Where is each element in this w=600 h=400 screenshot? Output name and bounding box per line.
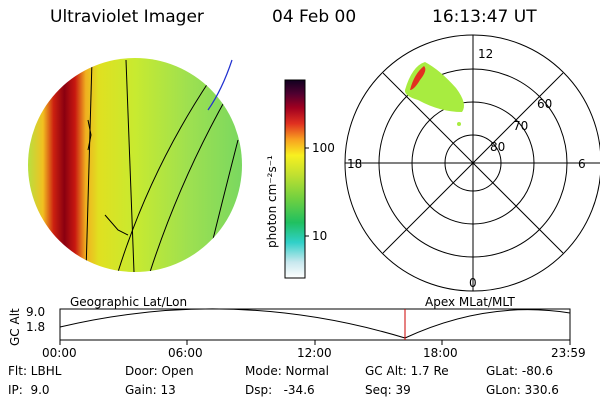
- timeline-x-tick: 23:59: [551, 346, 586, 360]
- mlt-label-12: 12: [478, 47, 494, 61]
- mlt-label-0: 0: [469, 276, 477, 290]
- mlt-label-18: 18: [347, 157, 363, 171]
- uv-image-disk: [28, 58, 242, 272]
- mlat-label-80: 80: [490, 140, 506, 154]
- status-dsp: Dsp: -34.6: [245, 383, 315, 397]
- polar-plot: [344, 34, 600, 292]
- timeline-y-tick: 1.8: [26, 320, 46, 334]
- timeline-axis-title: GC Alt: [8, 308, 22, 346]
- colorbar-tick-label: 10: [312, 229, 328, 243]
- status-mode: Mode: Normal: [245, 364, 329, 378]
- colorbar-unit-label: photon cm⁻²s⁻¹: [265, 155, 279, 248]
- status-glon: GLon: 330.6: [486, 383, 559, 397]
- coastline: [87, 119, 92, 151]
- status-filter: Flt: LBHL: [8, 364, 62, 378]
- instrument-title: Ultraviolet Imager: [50, 7, 204, 27]
- status-gain: Gain: 13: [125, 383, 176, 397]
- altitude-curve: [59, 308, 571, 339]
- mlt-label-6: 6: [578, 157, 586, 171]
- auroral-hotspot: [410, 66, 426, 90]
- time-label: 16:13:47 UT: [432, 7, 537, 27]
- status-door: Door: Open: [125, 364, 194, 378]
- timeline-plot: [59, 308, 571, 345]
- geo-line: [117, 79, 211, 272]
- mlat-label-60: 60: [537, 97, 553, 111]
- auroral-patch: [457, 122, 461, 126]
- coastline: [104, 214, 129, 236]
- date-label: 04 Feb 00: [272, 7, 357, 27]
- timeline-y-tick: 9.0: [26, 305, 46, 319]
- timeline-x-tick: 12:00: [297, 346, 332, 360]
- geo-line: [85, 59, 93, 272]
- terminator-line: [207, 59, 233, 111]
- timeline-right-label: Apex MLat/MLT: [425, 295, 515, 309]
- timeline-x-tick: 00:00: [42, 346, 77, 360]
- geo-line: [125, 59, 135, 272]
- mlat-label-70: 70: [513, 119, 529, 133]
- status-glat: GLat: -80.6: [486, 364, 553, 378]
- geo-line: [149, 94, 229, 272]
- status-ip: IP: 9.0: [8, 383, 50, 397]
- timeline-left-label: Geographic Lat/Lon: [70, 295, 188, 309]
- color-bar: [284, 79, 309, 279]
- status-gc-alt: GC Alt: 1.7 Re: [365, 364, 449, 378]
- mlt-spoke: [382, 72, 564, 254]
- timeline-x-tick: 06:00: [168, 346, 203, 360]
- status-seq: Seq: 39: [365, 383, 411, 397]
- colorbar-tick-label: 100: [312, 141, 335, 155]
- timeline-x-tick: 18:00: [423, 346, 458, 360]
